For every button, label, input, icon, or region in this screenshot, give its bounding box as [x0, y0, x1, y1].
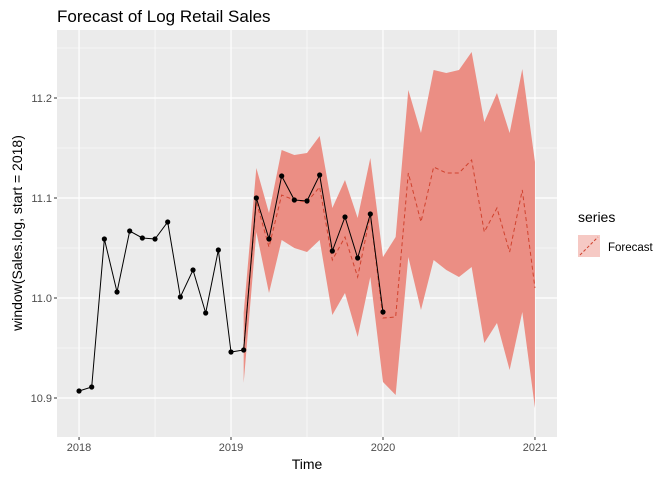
actual-point: [190, 267, 196, 273]
actual-point: [342, 214, 348, 220]
actual-point: [114, 289, 120, 295]
actual-point: [76, 388, 82, 394]
y-axis-label: window(Sales.log, start = 2018): [9, 135, 25, 332]
x-tick-label: 2019: [219, 442, 243, 454]
actual-point: [253, 195, 259, 201]
actual-point: [279, 173, 285, 179]
y-tick-label: 11.0: [31, 293, 52, 305]
legend-label-forecast: Forecast: [608, 242, 654, 254]
actual-point: [241, 347, 247, 353]
actual-point: [355, 255, 361, 261]
actual-point: [101, 236, 107, 242]
chart-title: Forecast of Log Retail Sales: [57, 7, 271, 26]
actual-point: [367, 211, 373, 217]
axis-ticks: 2018 2019 2020 2021 10.9 11.0 11.1 11.2: [31, 93, 548, 454]
y-tick-label: 11.2: [31, 93, 52, 105]
legend-title: series: [578, 209, 615, 225]
forecast-interval: [243, 52, 535, 408]
actual-point: [165, 219, 171, 225]
x-tick-label: 2021: [523, 442, 547, 454]
actual-point: [127, 228, 133, 234]
x-tick-label: 2018: [67, 442, 91, 454]
actual-point: [228, 349, 234, 355]
actual-point: [291, 197, 297, 203]
x-axis-label: Time: [292, 456, 323, 472]
actual-point: [266, 236, 272, 242]
series-lines: [76, 158, 536, 394]
actual-point: [177, 294, 183, 300]
actual-point: [139, 235, 145, 241]
actual-point: [329, 248, 335, 254]
actual-point: [89, 384, 95, 390]
x-tick-label: 2020: [371, 442, 395, 454]
legend-key-line: [579, 236, 599, 256]
y-tick-label: 10.9: [31, 393, 52, 405]
forecast-mean-line: [243, 158, 536, 349]
actual-point: [317, 172, 323, 178]
y-tick-label: 11.1: [31, 193, 52, 205]
actual-point: [203, 310, 209, 316]
actual-point: [215, 247, 221, 253]
prediction-band: [243, 52, 535, 408]
actual-point: [152, 236, 158, 242]
actual-point: [304, 198, 310, 204]
legend: series Forecast: [578, 209, 654, 257]
actual-point: [380, 309, 386, 315]
